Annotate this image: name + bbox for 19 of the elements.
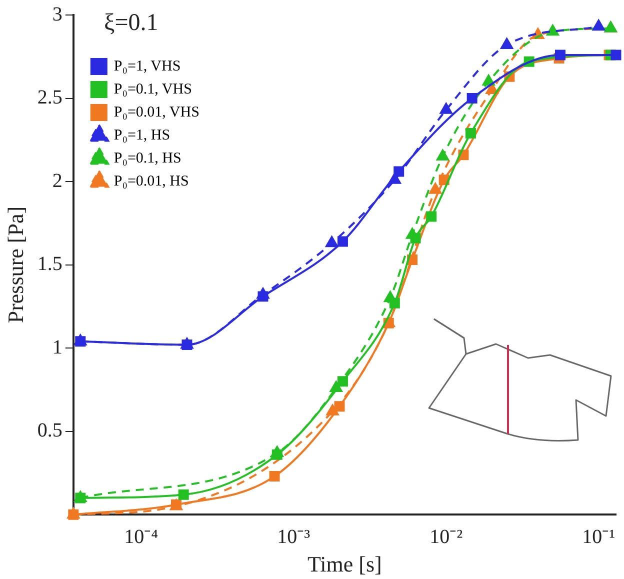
legend-label: P₀=0.01, VHS: [114, 104, 200, 120]
legend-label: P₀=0.01, HS: [114, 173, 189, 190]
x-tick-label: 10⁻²: [430, 526, 463, 548]
legend-label: P₀=1, VHS: [114, 58, 181, 74]
legend-label: P₀=0.1, VHS: [114, 81, 192, 98]
y-tick-label: 1.5: [37, 253, 62, 276]
x-tick-label: 10⁻¹: [582, 526, 616, 548]
y-tick-label: 2.5: [37, 86, 62, 109]
legend-label: P₀=1, HS: [114, 127, 170, 144]
y-tick-label: 2: [52, 170, 62, 192]
annotation: ξ=0.1: [104, 10, 158, 37]
x-axis-title: Time [s]: [308, 552, 382, 577]
legend-label: P₀=0.1, HS: [114, 150, 182, 166]
y-tick-label: 0.5: [37, 420, 62, 442]
y-tick-label: 1: [52, 336, 62, 358]
x-tick-label: 10⁻⁴: [124, 526, 158, 548]
x-tick-label: 10⁻³: [277, 526, 310, 548]
y-axis-title: Pressure [Pa]: [2, 206, 28, 324]
y-tick-label: 3: [52, 3, 62, 26]
